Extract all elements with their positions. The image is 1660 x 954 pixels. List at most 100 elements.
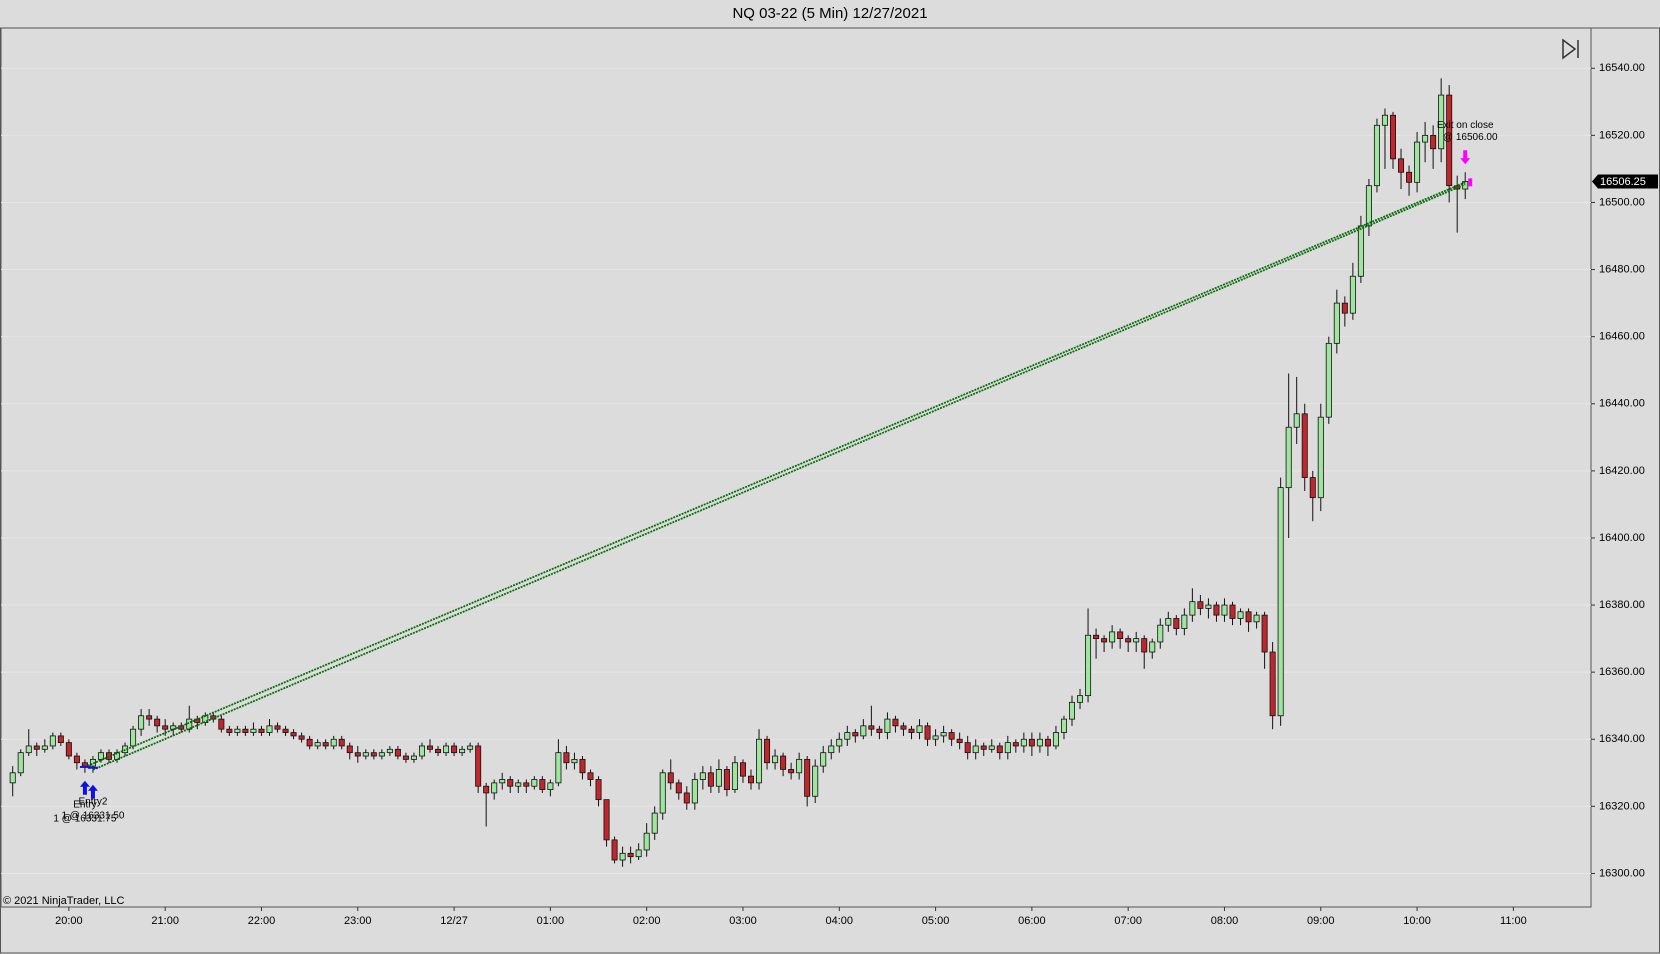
x-tick-label: 03:00 — [729, 915, 757, 927]
candle-body — [667, 772, 674, 784]
candle-body — [426, 745, 433, 750]
candle-body — [892, 718, 899, 727]
x-tick-label: 01:00 — [537, 915, 565, 927]
candle-body — [627, 852, 634, 858]
candle-body — [483, 785, 490, 794]
candle-body — [1012, 742, 1019, 747]
candle-body — [186, 718, 193, 730]
candle-body — [178, 725, 185, 730]
candle-body — [1398, 158, 1405, 173]
candle-body — [723, 769, 730, 790]
candle-body — [1373, 124, 1380, 187]
copyright: © 2021 NinjaTrader, LLC — [3, 895, 124, 907]
x-tick-label: 09:00 — [1307, 915, 1335, 927]
candle-body — [290, 732, 297, 737]
grid — [1, 67, 1595, 911]
candle-body — [491, 782, 498, 794]
candle-body — [258, 728, 265, 733]
candle-body — [475, 745, 482, 787]
candle-body — [579, 758, 586, 774]
candle-body — [418, 745, 425, 757]
x-tick-label: 23:00 — [344, 915, 372, 927]
candle-body — [699, 772, 706, 780]
candle-body — [218, 718, 225, 730]
candle-body — [274, 725, 281, 730]
candle-body — [322, 742, 329, 747]
last-price-tag — [1592, 174, 1658, 189]
candle-body — [1317, 416, 1324, 499]
candle-body — [1381, 114, 1388, 126]
candle-body — [1245, 611, 1252, 623]
candle-body — [1414, 141, 1421, 183]
candle-body — [378, 752, 385, 757]
x-tick-label: 04:00 — [826, 915, 854, 927]
candle-body — [1446, 94, 1453, 187]
candle-body — [1333, 302, 1340, 344]
candle-body — [836, 738, 843, 747]
candle-body — [611, 839, 618, 861]
candle-body — [306, 738, 313, 747]
candle-body — [772, 755, 779, 764]
candle-body — [1422, 134, 1429, 143]
candle-body — [1077, 695, 1084, 703]
candle-body — [1430, 134, 1437, 150]
candle-body — [386, 748, 393, 754]
candle-body — [1093, 634, 1100, 640]
candle-body — [643, 832, 650, 851]
candle-body — [884, 718, 891, 733]
candle-body — [298, 735, 305, 740]
entry-label: 1 @ 16331.75 — [53, 813, 116, 824]
candle-body — [563, 752, 570, 764]
x-tick-label: 07:00 — [1114, 915, 1142, 927]
candle-body — [739, 762, 746, 777]
candle-body — [1277, 487, 1284, 717]
candle-body — [338, 738, 345, 747]
y-tick-label: 16300.00 — [1599, 867, 1645, 879]
candle-body — [81, 762, 88, 767]
candle-body — [651, 812, 658, 834]
candle-body — [924, 725, 931, 740]
y-tick-label: 16500.00 — [1599, 196, 1645, 208]
candle-body — [1044, 738, 1051, 747]
candle-body — [1325, 342, 1332, 418]
candle-body — [507, 779, 514, 787]
y-tick-label: 16480.00 — [1599, 263, 1645, 275]
candle-body — [1149, 641, 1156, 653]
candle-body — [523, 782, 530, 787]
candle-body — [49, 735, 56, 747]
candle-body — [65, 742, 72, 757]
candle-body — [868, 725, 875, 730]
candle-body — [948, 732, 955, 740]
candle-body — [226, 728, 233, 733]
candle-body — [451, 745, 458, 754]
candle-body — [266, 725, 273, 733]
candle-body — [1261, 614, 1268, 653]
y-tick-label: 16420.00 — [1599, 465, 1645, 477]
candle-body — [571, 758, 578, 764]
exit-marker — [1468, 178, 1473, 187]
entry-label: 1 @ 16331.50 — [61, 810, 124, 821]
x-tick-label: 06:00 — [1018, 915, 1046, 927]
candle-body — [1285, 426, 1292, 489]
trade-line — [84, 181, 1466, 768]
candle-body — [555, 752, 562, 784]
scroll-to-end-button[interactable] — [1562, 38, 1579, 60]
candle-body — [828, 745, 835, 754]
candle-body — [97, 752, 104, 760]
marks — [9, 78, 1473, 867]
candle-body — [1189, 601, 1196, 616]
candle-body — [996, 745, 1003, 754]
candle-body — [1141, 638, 1148, 653]
candle-body — [41, 745, 48, 750]
y-tick-label: 16400.00 — [1599, 532, 1645, 544]
candle-body — [234, 728, 241, 733]
play-icon[interactable] — [1562, 38, 1577, 60]
candle-body — [242, 728, 249, 733]
candle-body — [1253, 614, 1260, 623]
candle-body — [114, 752, 121, 760]
candle-body — [435, 748, 442, 754]
candle-body — [908, 728, 915, 733]
candle-body — [788, 769, 795, 774]
